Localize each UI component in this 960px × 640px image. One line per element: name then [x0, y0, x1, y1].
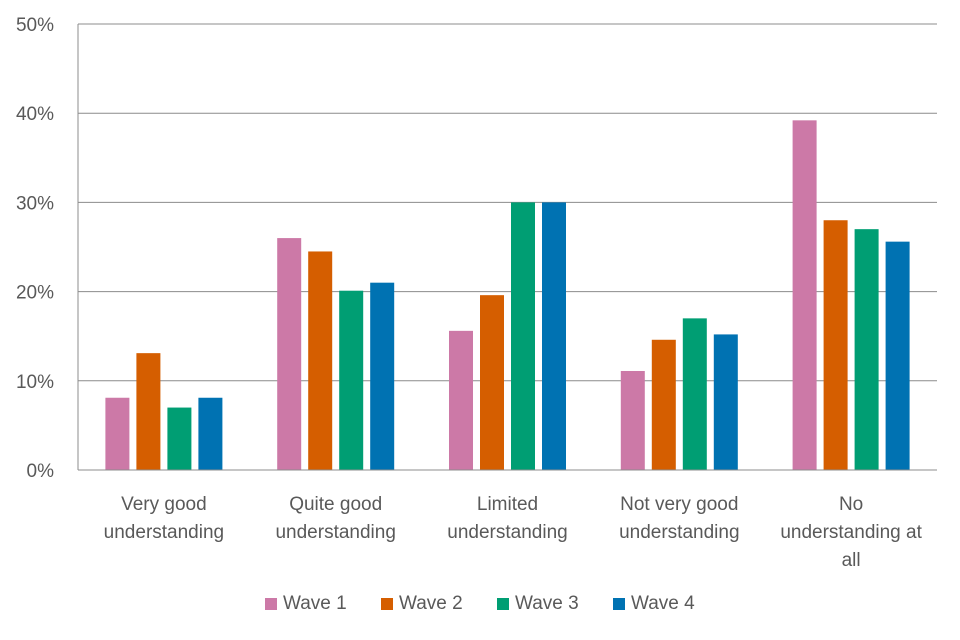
- x-category-label: Quite good: [289, 494, 382, 515]
- bar-wave-1-cat-0: [105, 397, 130, 470]
- bar-wave-4-cat-0: [198, 397, 223, 470]
- x-axis: Very good understanding Quite good understa…: [78, 469, 937, 571]
- legend-swatch-wave-3: [497, 598, 509, 610]
- bar-wave-3-cat-2: [511, 202, 535, 470]
- bar-wave-3-cat-1: [339, 290, 364, 470]
- bar-wave-4-cat-4: [885, 241, 910, 470]
- legend-label: Wave 2: [399, 593, 463, 614]
- y-tick-label: 40%: [16, 104, 54, 125]
- legend-swatch-wave-2: [381, 598, 393, 610]
- bar-wave-2-cat-3: [651, 339, 676, 470]
- x-category-label: Very good: [121, 494, 207, 515]
- x-category-label: understanding: [275, 522, 395, 543]
- y-tick-label: 10%: [16, 372, 54, 393]
- bar-wave-3-cat-0: [167, 407, 192, 470]
- x-category-label: all: [842, 550, 861, 571]
- legend-label: Wave 1: [283, 593, 347, 614]
- legend-swatch-wave-1: [265, 598, 277, 610]
- bar-wave-1-cat-3: [620, 370, 645, 470]
- x-category-label: understanding: [619, 522, 739, 543]
- bar-wave-4-cat-3: [713, 334, 738, 470]
- x-category-label: understanding at: [780, 522, 922, 543]
- x-category-label: understanding: [447, 522, 567, 543]
- legend-label: Wave 3: [515, 593, 579, 614]
- bar-wave-2-cat-2: [480, 295, 504, 470]
- bar-wave-2-cat-0: [136, 353, 161, 470]
- x-category-label: Limited: [477, 494, 538, 515]
- x-category-label: No: [839, 494, 863, 515]
- bar-wave-3-cat-4: [854, 229, 879, 470]
- y-tick-label: 20%: [16, 283, 54, 304]
- bar-wave-3-cat-3: [682, 318, 707, 470]
- x-category-label: understanding: [104, 522, 224, 543]
- y-tick-label: 50%: [16, 15, 54, 36]
- bar-wave-2-cat-4: [823, 220, 848, 470]
- bar-wave-4-cat-1: [370, 282, 395, 470]
- y-tick-label: 0%: [27, 461, 55, 482]
- legend: Wave 1 Wave 2 Wave 3 Wave 4: [265, 593, 695, 614]
- legend-label: Wave 4: [631, 593, 695, 614]
- x-category-label: Not very good: [620, 494, 738, 515]
- legend-swatch-wave-4: [613, 598, 625, 610]
- y-tick-label: 30%: [16, 193, 54, 214]
- bar-wave-1-cat-1: [277, 238, 302, 470]
- bar-wave-1-cat-2: [449, 330, 473, 470]
- y-axis: 0% 10% 20% 30% 40% 50%: [16, 15, 79, 482]
- bar-wave-1-cat-4: [792, 120, 817, 470]
- bar-wave-4-cat-2: [542, 202, 566, 470]
- bar-wave-2-cat-1: [308, 251, 333, 470]
- bars: [105, 120, 910, 470]
